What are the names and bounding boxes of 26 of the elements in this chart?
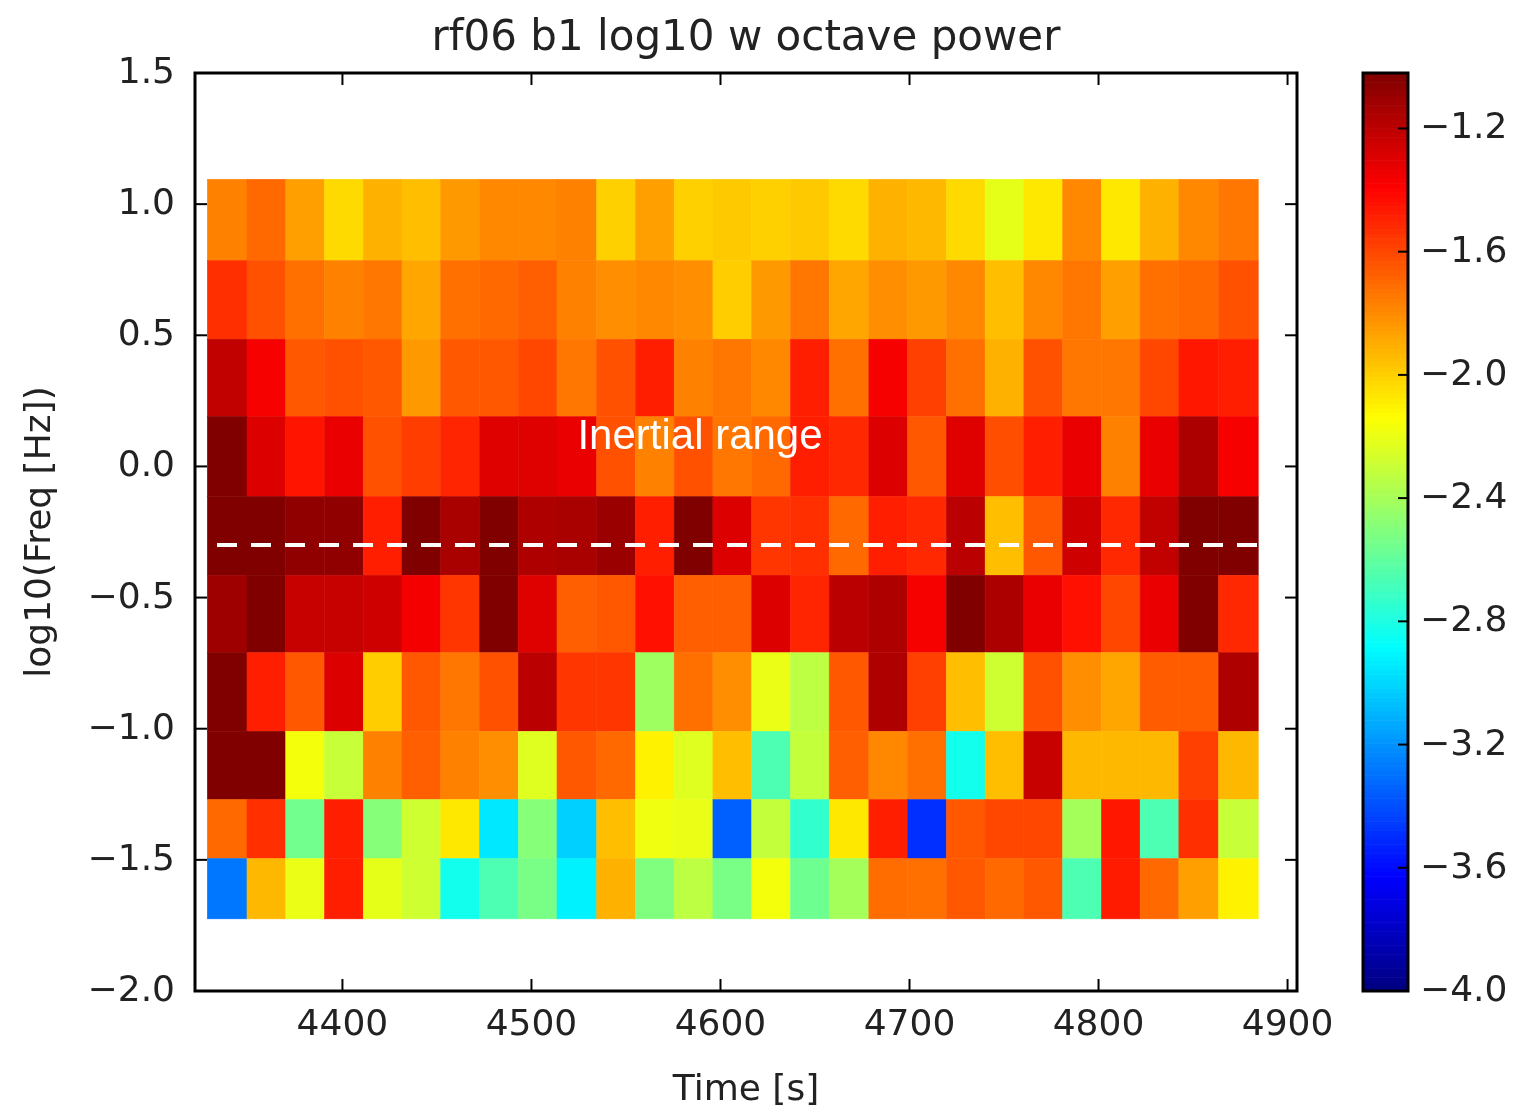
annotation: Inertial range: [577, 411, 823, 459]
x-tick-label: 4800: [1052, 1002, 1145, 1043]
y-tick-label: 0.0: [117, 443, 175, 485]
chart-title: rf06 b1 log10 w octave power: [431, 11, 1062, 60]
x-tick-label: 4700: [863, 1002, 956, 1043]
color-bar-label: −3.2: [1420, 721, 1508, 763]
y-tick-label: −2.0: [87, 968, 175, 1009]
color-bar-label: −1.6: [1420, 228, 1508, 270]
color-bar-label: −3.6: [1420, 844, 1508, 886]
y-tick-label: −1.5: [87, 836, 175, 878]
color-bar-label: −2.8: [1420, 598, 1508, 640]
x-tick-label: 4500: [485, 1002, 578, 1043]
y-tick-label: 0.5: [117, 312, 175, 354]
y-axis-title: log10(Freq [Hz]): [17, 386, 58, 678]
y-tick-label: 1.5: [117, 50, 175, 91]
y-tick-label: −1.0: [87, 705, 175, 747]
x-tick-label: 4400: [296, 1002, 389, 1043]
color-bar-label: −1.2: [1420, 105, 1508, 147]
y-tick-label: 1.0: [117, 181, 175, 223]
x-tick-label: 4600: [674, 1002, 767, 1043]
color-bar-label: −4.0: [1420, 968, 1508, 1009]
color-bar-label: −2.0: [1420, 351, 1508, 393]
y-tick-label: −0.5: [87, 574, 175, 616]
x-tick-label: 4900: [1241, 1002, 1334, 1043]
x-axis-title: Time [s]: [671, 1067, 820, 1108]
color-bar-label: −2.4: [1420, 475, 1508, 517]
